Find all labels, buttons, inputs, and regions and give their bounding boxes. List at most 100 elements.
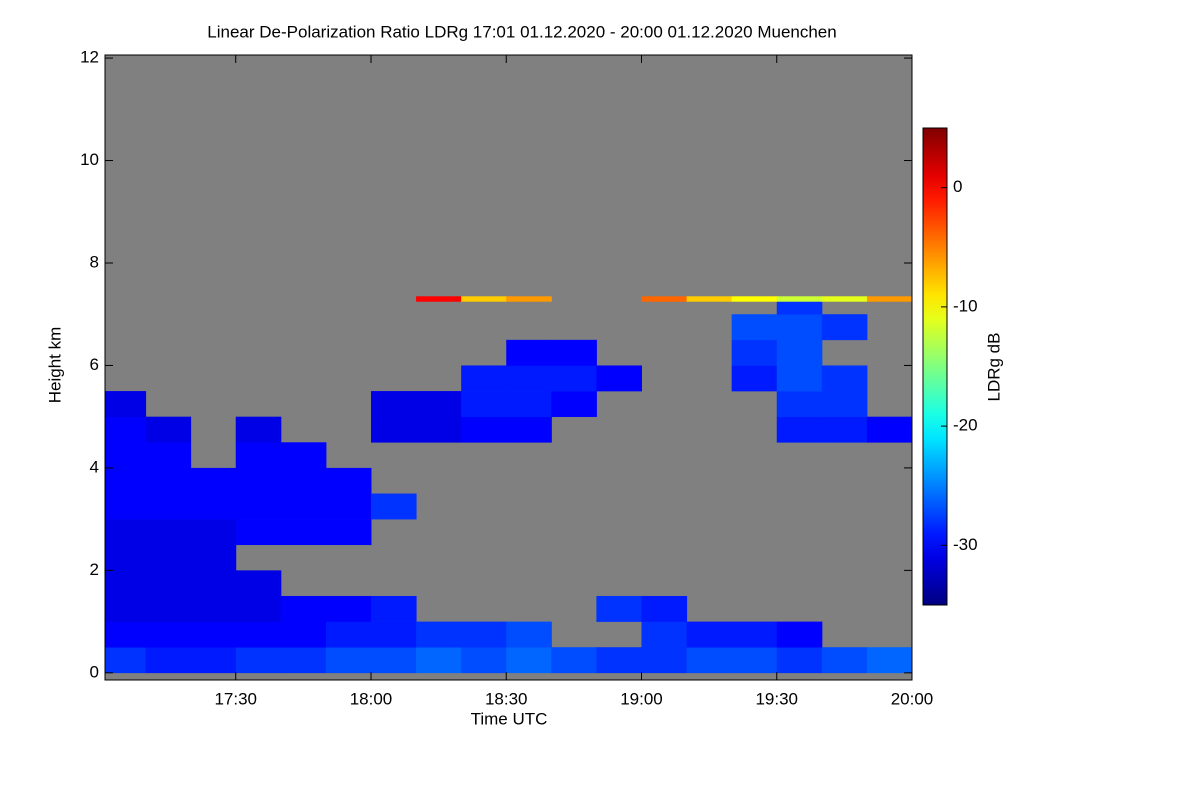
heatmap-cell	[105, 493, 147, 520]
heatmap-cell	[145, 544, 192, 571]
heatmap-cell	[776, 416, 823, 443]
heatmap-cell	[776, 339, 823, 366]
heatmap-cell	[235, 519, 282, 546]
colorbar-tick-label: -20	[953, 416, 978, 435]
heatmap-cell	[416, 647, 462, 674]
y-tick-label: 12	[80, 48, 99, 67]
heatmap-cell	[866, 416, 912, 443]
y-tick-label: 6	[90, 355, 99, 374]
heatmap-cell	[370, 493, 417, 520]
heatmap-cell	[235, 570, 282, 597]
heatmap-cell	[325, 493, 372, 520]
heatmap-cell	[280, 467, 327, 494]
heatmap-cell	[325, 647, 372, 674]
heatmap-cell	[551, 391, 597, 417]
heatmap-cell	[145, 519, 192, 546]
heatmap-cell	[731, 647, 778, 674]
heatmap-cell	[731, 339, 778, 366]
y-tick-label: 0	[90, 662, 99, 681]
heatmap-cell	[370, 416, 417, 443]
y-tick-label: 10	[80, 150, 99, 169]
heatmap-cell	[105, 570, 147, 597]
heatmap-cell	[776, 365, 823, 392]
heatmap-cell	[325, 519, 372, 546]
heatmap-cell	[416, 416, 462, 443]
x-tick-label: 18:00	[350, 689, 393, 708]
y-tick-label: 2	[90, 560, 99, 579]
heatmap-cell	[641, 647, 688, 674]
heatmap-cell	[596, 647, 642, 674]
heatmap-cell	[145, 442, 192, 469]
x-tick-label: 17:30	[214, 689, 257, 708]
heatmap-cell	[370, 621, 417, 648]
heatmap-cell	[370, 391, 417, 417]
heatmap-cell	[280, 519, 327, 546]
heatmap-cell	[506, 365, 552, 392]
heatmap-cell	[776, 301, 823, 315]
heatmap-cell	[235, 595, 282, 622]
heatmap-cell	[641, 595, 688, 622]
x-axis-label: Time UTC	[471, 709, 548, 728]
x-tick-label: 19:00	[620, 689, 663, 708]
heatmap-cell	[821, 391, 868, 417]
heatmap-cell	[280, 621, 327, 648]
heatmap-cell	[325, 595, 372, 622]
heatmap-cell	[190, 519, 237, 546]
heatmap-cell	[416, 391, 462, 417]
heatmap-cell	[596, 595, 642, 622]
heatmap-cell	[461, 416, 507, 443]
heatmap-cell	[190, 647, 237, 674]
heatmap-cell	[370, 595, 417, 622]
heatmap-cell	[325, 621, 372, 648]
heatmap-cell	[551, 339, 597, 366]
heatmap-cell	[731, 296, 778, 302]
heatmap-cell	[280, 442, 327, 469]
y-tick-label: 8	[90, 252, 99, 271]
heatmap-cell	[145, 621, 192, 648]
heatmap-cell	[776, 296, 823, 302]
heatmap-cell	[506, 416, 552, 443]
heatmap-cell	[641, 621, 688, 648]
y-tick-label: 4	[90, 457, 99, 476]
heatmap-cell	[866, 296, 912, 302]
heatmap-cell	[280, 647, 327, 674]
heatmap-cell	[506, 391, 552, 417]
heatmap-cell	[190, 595, 237, 622]
heatmap-cell	[145, 647, 192, 674]
heatmap-cell	[105, 416, 147, 443]
heatmap-cell	[105, 391, 147, 417]
heatmap-cell	[416, 621, 462, 648]
heatmap-cell	[105, 467, 147, 494]
heatmap-cell	[105, 442, 147, 469]
heatmap-cell	[105, 519, 147, 546]
heatmap-cell	[105, 621, 147, 648]
heatmap-cell	[821, 647, 868, 674]
heatmap-cell	[821, 365, 868, 392]
heatmap-cell	[235, 493, 282, 520]
heatmap-cell	[506, 621, 552, 648]
heatmap-cell	[105, 647, 147, 674]
colorbar-tick-label: 0	[953, 177, 962, 196]
heatmap-cell	[235, 647, 282, 674]
heatmap-cell	[325, 467, 372, 494]
heatmap-cell	[731, 621, 778, 648]
heatmap-cell	[190, 467, 237, 494]
heatmap-cell	[551, 647, 597, 674]
heatmap-cell	[731, 365, 778, 392]
heatmap-cell	[105, 544, 147, 571]
heatmap-cell	[866, 647, 912, 674]
heatmap-cell	[821, 314, 868, 341]
heatmap-cell	[821, 416, 868, 443]
heatmap-cell	[776, 647, 823, 674]
colorbar-tick-label: -10	[953, 296, 978, 315]
heatmap-cell	[190, 493, 237, 520]
heatmap-cell	[776, 314, 823, 341]
y-axis-label: Height km	[45, 327, 64, 404]
heatmap-cell	[821, 296, 868, 302]
heatmap-cell	[190, 621, 237, 648]
chart-title: Linear De-Polarization Ratio LDRg 17:01 …	[207, 22, 836, 41]
heatmap-cell	[461, 391, 507, 417]
x-tick-label: 19:30	[755, 689, 798, 708]
heatmap-cell	[105, 595, 147, 622]
